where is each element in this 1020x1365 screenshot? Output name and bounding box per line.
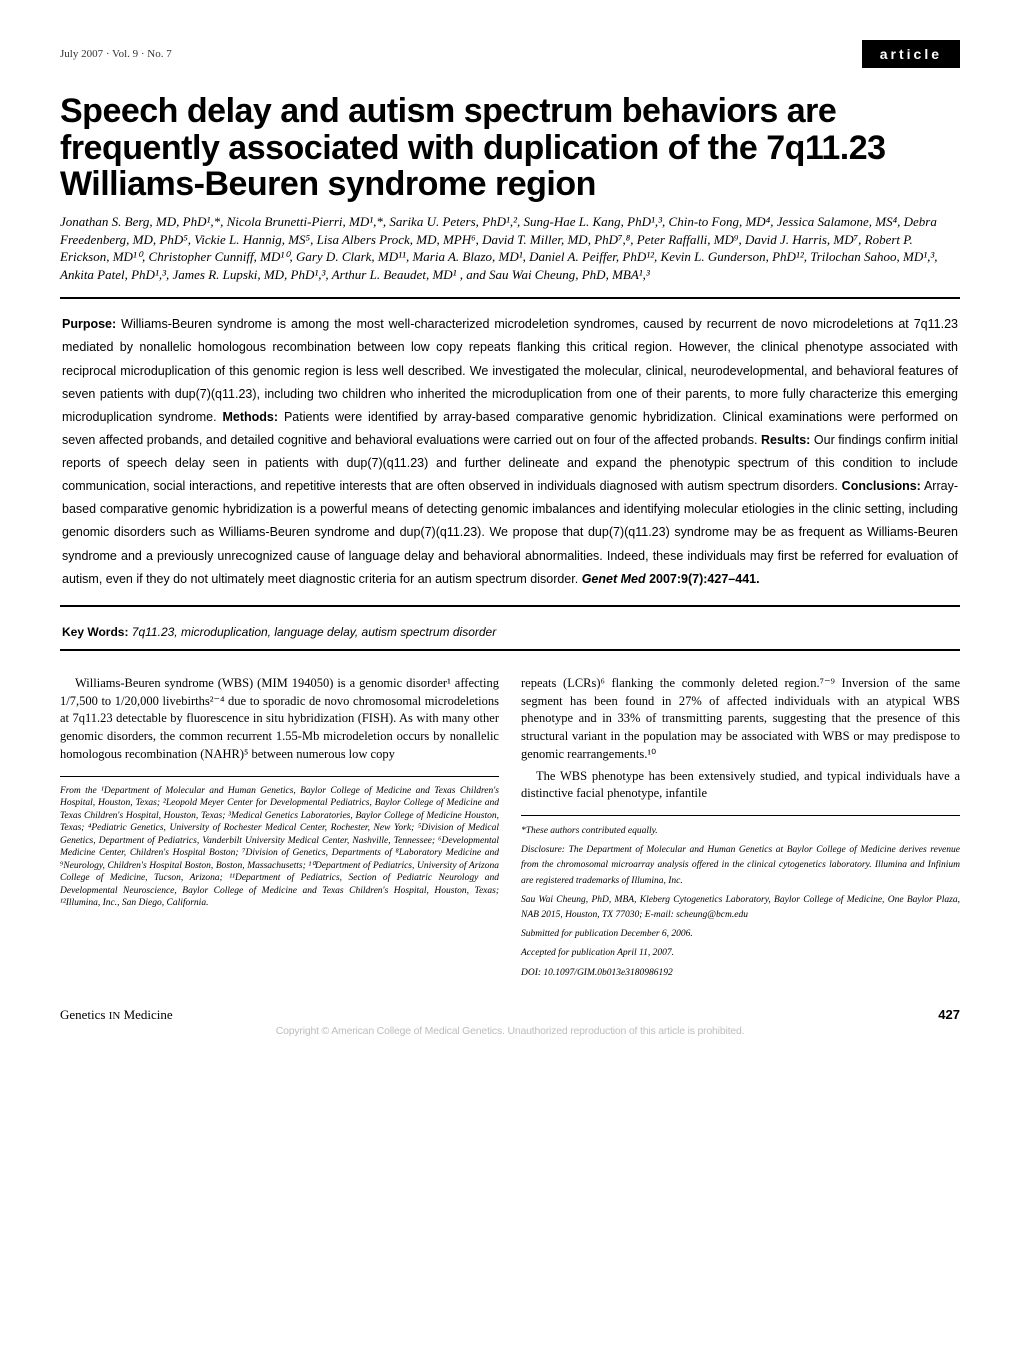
abstract-citation-journal: Genet Med [582, 572, 646, 586]
page-number: 427 [938, 1007, 960, 1022]
note-disclosure: Disclosure: The Department of Molecular … [521, 843, 960, 889]
abstract-purpose-label: Purpose: [62, 317, 116, 331]
body-para-right-2: The WBS phenotype has been extensively s… [521, 768, 960, 804]
page-footer: Genetics IN Medicine 427 [60, 1007, 960, 1023]
right-column: repeats (LCRs)⁶ flanking the commonly de… [521, 675, 960, 985]
journal-name-in: IN [109, 1010, 121, 1022]
article-title: Speech delay and autism spectrum behavio… [60, 93, 960, 203]
affiliations: From the ¹Department of Molecular and Hu… [60, 776, 499, 910]
keywords-value: 7q11.23, microduplication, language dela… [128, 625, 496, 639]
keywords-label: Key Words: [62, 625, 128, 639]
copyright-line: Copyright © American College of Medical … [60, 1025, 960, 1037]
abstract-text: Purpose: Williams-Beuren syndrome is amo… [62, 313, 958, 591]
abstract-box: Purpose: Williams-Beuren syndrome is amo… [60, 297, 960, 607]
abstract-conclusions-label: Conclusions: [842, 479, 921, 493]
keywords: Key Words: 7q11.23, microduplication, la… [60, 617, 960, 651]
body-para-right-1: repeats (LCRs)⁶ flanking the commonly de… [521, 675, 960, 764]
note-correspondence: Sau Wai Cheung, PhD, MBA, Kleberg Cytoge… [521, 893, 960, 923]
abstract-conclusions-text: Array-based comparative genomic hybridiz… [62, 479, 958, 586]
left-column: Williams-Beuren syndrome (WBS) (MIM 1940… [60, 675, 499, 985]
abstract-results-label: Results: [761, 433, 810, 447]
note-accepted: Accepted for publication April 11, 2007. [521, 946, 960, 961]
author-list: Jonathan S. Berg, MD, PhD¹,*, Nicola Bru… [60, 213, 960, 283]
note-doi: DOI: 10.1097/GIM.0b013e3180986192 [521, 966, 960, 981]
abstract-methods-label: Methods: [223, 410, 279, 424]
running-header: July 2007 · Vol. 9 · No. 7 article [60, 40, 960, 68]
article-badge: article [862, 40, 960, 68]
journal-name-suffix: Medicine [120, 1007, 172, 1022]
abstract-purpose-text: Williams-Beuren syndrome is among the mo… [62, 317, 958, 424]
issue-info: July 2007 · Vol. 9 · No. 7 [60, 48, 172, 60]
body-para-left-1: Williams-Beuren syndrome (WBS) (MIM 1940… [60, 675, 499, 764]
footnotes: *These authors contributed equally. Disc… [521, 815, 960, 981]
journal-name: Genetics IN Medicine [60, 1007, 173, 1023]
abstract-citation-ref: 2007:9(7):427–441. [646, 572, 760, 586]
note-submitted: Submitted for publication December 6, 20… [521, 927, 960, 942]
body-columns: Williams-Beuren syndrome (WBS) (MIM 1940… [60, 675, 960, 985]
page: July 2007 · Vol. 9 · No. 7 article Speec… [0, 0, 1020, 1077]
note-equal-contribution: *These authors contributed equally. [521, 824, 960, 839]
journal-name-prefix: Genetics [60, 1007, 109, 1022]
